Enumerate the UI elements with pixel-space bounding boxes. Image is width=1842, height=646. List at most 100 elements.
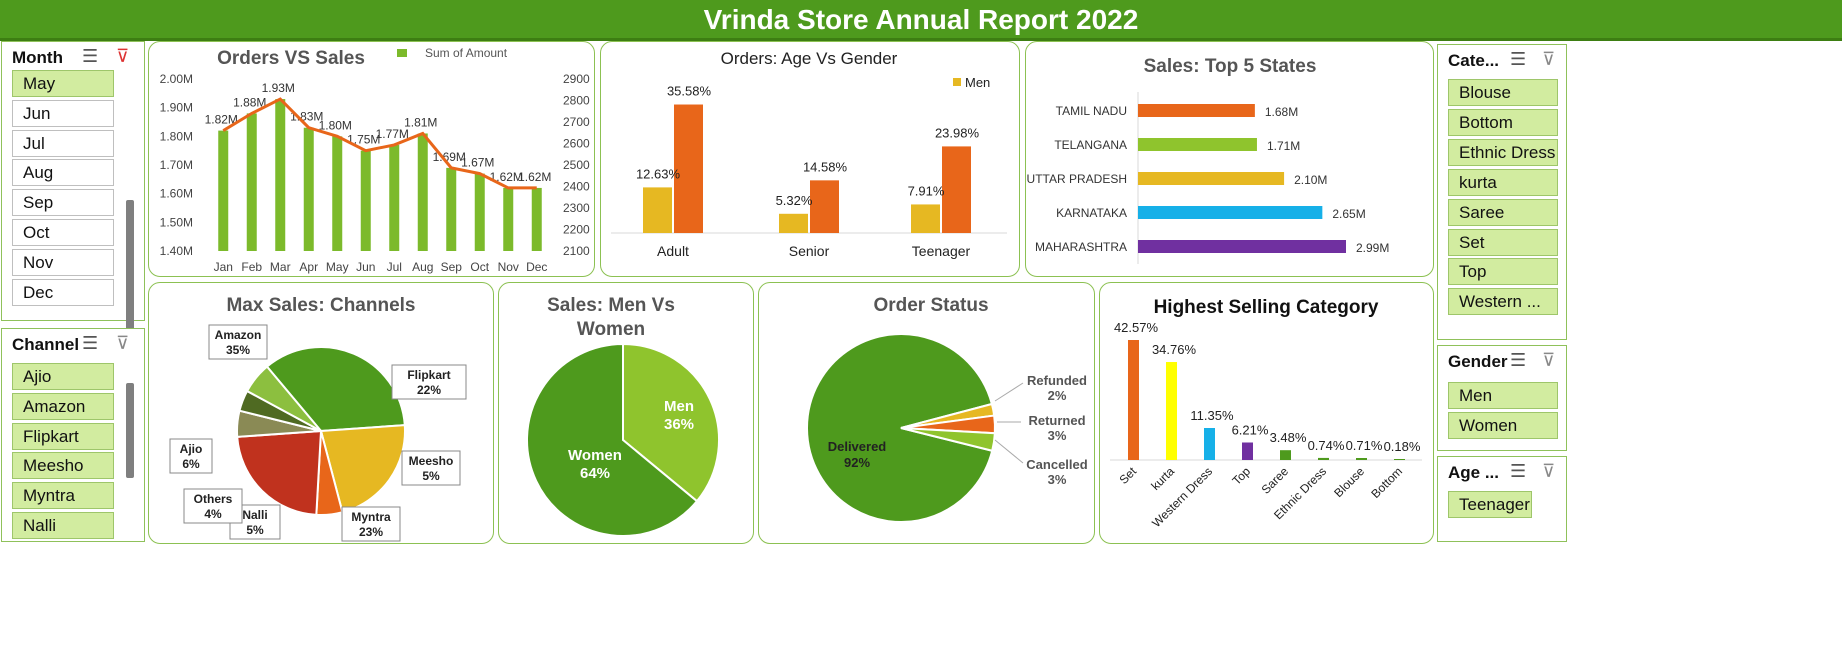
x-tick-label: Dec — [526, 260, 547, 274]
bar — [1138, 104, 1255, 117]
data-label: 1.75M — [347, 133, 380, 147]
category-slicer-item[interactable]: kurta — [1448, 168, 1558, 196]
data-label: 23% — [359, 525, 383, 539]
category-slicer-item[interactable]: Top — [1448, 258, 1558, 286]
channel-scrollbar[interactable] — [126, 383, 134, 478]
data-label: 1.67M — [461, 156, 494, 170]
data-label: Nalli — [242, 508, 267, 522]
clear-filter-icon[interactable]: ⊽ — [1542, 49, 1556, 69]
data-label: 3% — [1048, 428, 1067, 443]
month-slicer-title: Month — [12, 48, 63, 67]
month-slicer-item[interactable]: Jul — [12, 129, 114, 157]
age-slicer-item[interactable]: Teenager — [1448, 491, 1532, 518]
data-label: 14.58% — [803, 159, 848, 174]
month-scrollbar[interactable] — [126, 200, 134, 336]
pie-slice — [236, 429, 323, 516]
category-slicer[interactable]: Cate... ☰ ⊽ Blouse Bottom Ethnic Dress kurt… — [1437, 44, 1567, 340]
x-tick-label: Nov — [498, 260, 519, 274]
y-tick-label: TAMIL NADU — [1056, 104, 1127, 118]
clear-filter-icon[interactable]: ⊽ — [1542, 461, 1556, 481]
multi-select-icon[interactable]: ☰ — [82, 333, 99, 353]
clear-filter-icon[interactable]: ⊽ — [116, 46, 130, 66]
clear-filter-icon[interactable]: ⊽ — [116, 333, 130, 353]
multi-select-icon[interactable]: ☰ — [1510, 49, 1527, 69]
data-label: 42.57% — [1114, 320, 1159, 335]
data-label: 34.76% — [1152, 342, 1197, 357]
age-slicer[interactable]: Age ... ☰ ⊽ Teenager — [1437, 456, 1567, 542]
multi-select-icon[interactable]: ☰ — [1510, 461, 1527, 481]
month-slicer-item[interactable]: Oct — [12, 219, 114, 246]
channel-slicer[interactable]: Channel ☰ ⊽ Ajio Amazon Flipkart Meesho Mynt… — [1, 328, 145, 542]
multi-select-icon[interactable]: ☰ — [1510, 350, 1527, 370]
month-slicer-item[interactable]: Nov — [12, 248, 114, 276]
month-slicer-item[interactable]: May — [12, 70, 114, 97]
category-slicer-item[interactable]: Set — [1448, 228, 1558, 256]
bar — [446, 167, 457, 251]
data-label: Others — [194, 492, 233, 506]
data-label: 1.83M — [290, 110, 323, 124]
chart-title: Orders: Age Vs Gender — [721, 49, 898, 68]
category-slicer-item[interactable]: Bottom — [1448, 108, 1558, 136]
line-series — [222, 97, 537, 190]
data-label: 2% — [1048, 388, 1067, 403]
gender-slicer[interactable]: Gender ☰ ⊽ Men Women — [1437, 345, 1567, 451]
channel-slicer-item[interactable]: Meesho — [12, 452, 114, 480]
pie-slice — [245, 365, 322, 432]
data-label: 1.93M — [262, 81, 295, 95]
top-category-chart: Highest Selling Category 42.57% Set 34.76% k… — [1110, 297, 1422, 530]
data-label: 0.74% — [1308, 438, 1345, 453]
month-slicer-item[interactable]: Dec — [12, 278, 114, 306]
bar — [942, 146, 971, 233]
category-slicer-item[interactable]: Blouse — [1448, 79, 1558, 106]
bar — [1138, 138, 1257, 151]
channel-slicer-item[interactable]: Amazon — [12, 392, 114, 420]
y-tick-label: UTTAR PRADESH — [1027, 172, 1127, 186]
month-slicer-item[interactable]: Sep — [12, 189, 114, 217]
category-slicer-item[interactable]: Western ... — [1448, 288, 1558, 316]
bar-men — [911, 204, 940, 233]
leader-line — [994, 382, 1024, 402]
data-label: 0.71% — [1346, 438, 1383, 453]
bar — [303, 127, 314, 251]
data-label: Flipkart — [407, 368, 450, 382]
category-slicer-item[interactable]: Ethnic Dress — [1448, 138, 1558, 166]
category-slicer-item[interactable]: Saree — [1448, 198, 1558, 226]
channel-slicer-item[interactable]: Flipkart — [12, 422, 114, 450]
x-tick-label: Apr — [299, 260, 318, 274]
top-states-chart: Sales: Top 5 States TAMIL NADU 1.68M TELANG… — [1027, 56, 1389, 264]
gender-slicer-item[interactable]: Men — [1448, 382, 1558, 409]
legend-label: Men — [965, 75, 990, 90]
y-tick-label: 2.00M — [160, 72, 193, 86]
x-tick-label: Jun — [356, 260, 375, 274]
y-tick-label: KARNATAKA — [1056, 206, 1127, 220]
x-tick-label: Senior — [789, 243, 830, 259]
multi-select-icon[interactable]: ☰ — [82, 46, 99, 66]
x-tick-label: Sep — [441, 260, 463, 274]
data-label: 2.10M — [1294, 173, 1327, 187]
x-tick-label: Teenager — [912, 243, 971, 259]
legend-swatch — [953, 78, 961, 86]
data-label: Myntra — [351, 510, 391, 524]
x-tick-label: Adult — [657, 243, 689, 259]
chart-title: Women — [577, 319, 645, 340]
channel-slicer-item[interactable]: Myntra — [12, 482, 114, 510]
bar — [810, 180, 839, 233]
month-slicer-item[interactable]: Jun — [12, 99, 114, 127]
pie-slice — [265, 346, 406, 433]
data-label: Meesho — [409, 454, 454, 468]
data-label: 1.68M — [1265, 105, 1298, 119]
data-label: 11.35% — [1190, 408, 1234, 423]
bar — [218, 130, 229, 251]
gender-slicer-item[interactable]: Women — [1448, 412, 1558, 439]
month-slicer[interactable]: Month ☰ ⊽ May Jun Jul Aug Sep Oct Nov Dec — [1, 41, 145, 336]
x-tick-label: Aug — [412, 260, 433, 274]
month-slicer-item[interactable]: Aug — [12, 159, 114, 187]
clear-filter-icon[interactable]: ⊽ — [1542, 350, 1556, 370]
channel-slicer-item[interactable]: Ajio — [12, 363, 114, 390]
data-label: 12.63% — [636, 166, 681, 181]
bar — [246, 113, 257, 252]
data-label: Women — [568, 447, 622, 464]
channel-slicer-item[interactable]: Nalli — [12, 512, 114, 539]
data-label: Delivered — [828, 439, 887, 454]
